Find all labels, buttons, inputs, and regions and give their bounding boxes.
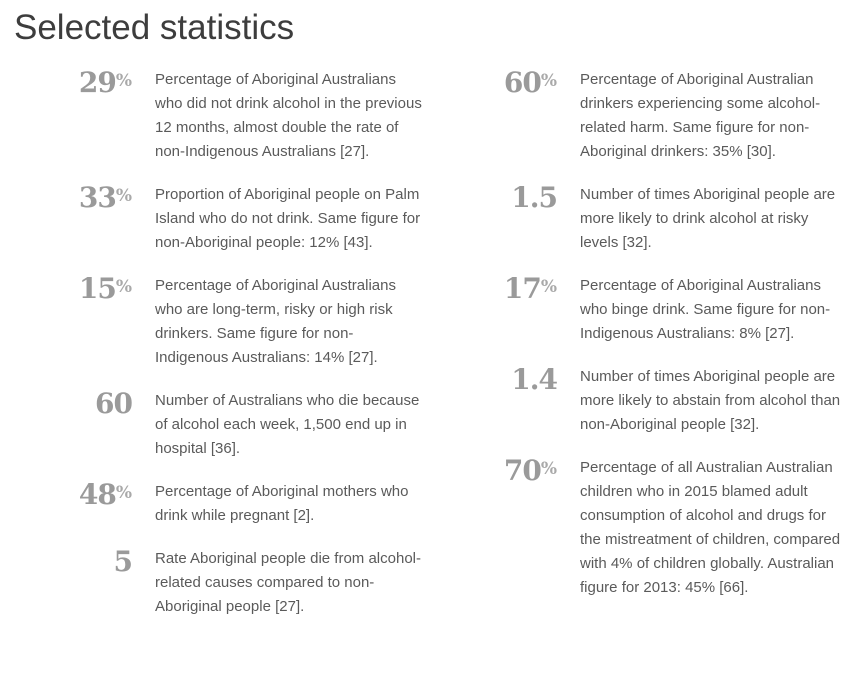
- stat-value-suffix: %: [115, 71, 132, 91]
- stats-column-right: 60% Percentage of Aboriginal Australian …: [439, 68, 864, 638]
- stat-item: 1.5 Number of times Aboriginal people ar…: [439, 183, 864, 255]
- stat-description: Proportion of Aboriginal people on Palm …: [155, 186, 421, 251]
- stat-description: Rate Aboriginal people die from alcohol-…: [155, 550, 421, 615]
- stat-description: Percentage of Aboriginal Australian drin…: [580, 71, 821, 160]
- stat-value-number: 1.5: [511, 181, 558, 214]
- stat-value: 60: [14, 387, 133, 420]
- stat-value: 17%: [439, 272, 557, 305]
- stat-value-number: 29: [78, 66, 117, 99]
- stat-item: 29% Percentage of Aboriginal Australians…: [14, 68, 439, 164]
- stat-description: Number of times Aboriginal people are mo…: [580, 368, 841, 433]
- stat-item: 33% Proportion of Aboriginal people on P…: [14, 183, 439, 255]
- stat-description: Percentage of Aboriginal Australians who…: [155, 277, 396, 366]
- stat-value-suffix: %: [115, 277, 132, 297]
- stat-item: 60% Percentage of Aboriginal Australian …: [439, 68, 864, 164]
- stat-value: 29%: [14, 66, 132, 99]
- stat-value-suffix: %: [540, 71, 557, 91]
- stat-value-number: 48: [78, 478, 117, 511]
- stat-value-number: 60: [95, 387, 133, 420]
- stat-description: Percentage of all Australian Australian …: [580, 459, 841, 596]
- stat-value-suffix: %: [115, 186, 132, 206]
- stat-value: 48%: [14, 478, 132, 511]
- stat-value: 33%: [14, 181, 132, 214]
- stat-description: Percentage of Aboriginal Australians who…: [155, 71, 422, 160]
- stat-description: Percentage of Aboriginal Australians who…: [580, 277, 831, 342]
- stat-item: 60 Number of Australians who die because…: [14, 389, 439, 461]
- stat-description: Number of Australians who die because of…: [155, 392, 420, 457]
- stat-value: 15%: [14, 272, 132, 305]
- stats-column-left: 29% Percentage of Aboriginal Australians…: [14, 68, 439, 638]
- stat-value-number: 1.4: [511, 363, 558, 396]
- stat-description: Number of times Aboriginal people are mo…: [580, 186, 836, 251]
- stat-value-number: 60: [503, 66, 542, 99]
- stat-value: 1.4: [439, 363, 558, 396]
- stat-value-number: 33: [78, 181, 117, 214]
- stat-item: 17% Percentage of Aboriginal Australians…: [439, 274, 864, 346]
- stat-value-number: 15: [78, 272, 117, 305]
- stat-value: 1.5: [439, 181, 558, 214]
- stat-value: 5: [14, 545, 134, 578]
- stat-value-suffix: %: [540, 277, 557, 297]
- stat-value-number: 17: [503, 272, 542, 305]
- stat-item: 70% Percentage of all Australian Austral…: [439, 456, 864, 600]
- stat-value-suffix: %: [540, 459, 557, 479]
- stat-item: 48% Percentage of Aboriginal mothers who…: [14, 480, 439, 528]
- stat-value-suffix: %: [115, 483, 132, 503]
- stat-item: 1.4 Number of times Aboriginal people ar…: [439, 365, 864, 437]
- stats-columns: 29% Percentage of Aboriginal Australians…: [14, 68, 864, 638]
- stat-value-number: 70: [503, 454, 542, 487]
- stat-item: 15% Percentage of Aboriginal Australians…: [14, 274, 439, 370]
- stat-value: 60%: [439, 66, 557, 99]
- stat-item: 5 Rate Aboriginal people die from alcoho…: [14, 547, 439, 619]
- stat-value: 70%: [439, 454, 557, 487]
- stat-value-number: 5: [113, 545, 134, 578]
- stat-description: Percentage of Aboriginal mothers who dri…: [155, 483, 409, 524]
- page-title: Selected statistics: [14, 8, 295, 47]
